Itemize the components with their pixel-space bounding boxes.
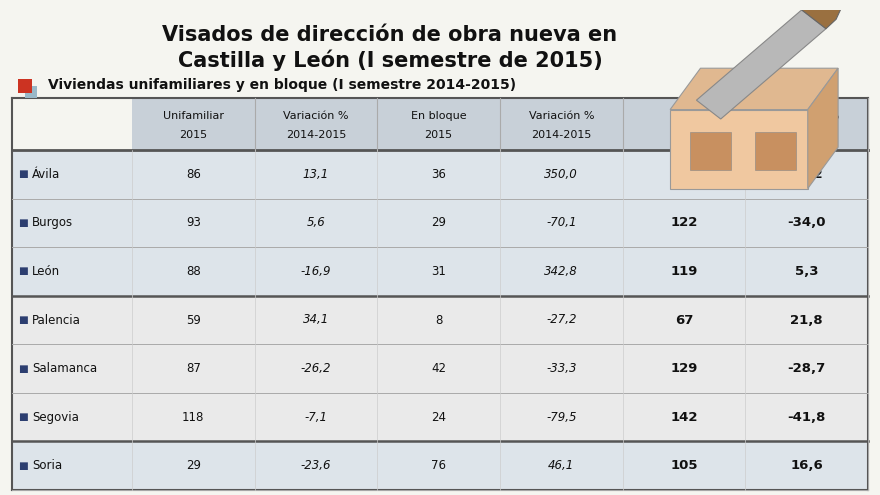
Text: 2015: 2015 <box>425 131 452 141</box>
Bar <box>18 79 32 93</box>
Text: Ávila: Ávila <box>32 168 60 181</box>
Text: 122: 122 <box>671 168 698 181</box>
Text: 59: 59 <box>186 313 201 327</box>
Text: 2014-2015: 2014-2015 <box>532 131 591 141</box>
Bar <box>12 296 868 345</box>
Text: Soria: Soria <box>32 459 62 472</box>
Text: -33,3: -33,3 <box>546 362 576 375</box>
Text: 105: 105 <box>671 459 698 472</box>
Polygon shape <box>808 68 838 189</box>
Text: 36: 36 <box>431 168 446 181</box>
Text: Visados de dirección de obra nueva en: Visados de dirección de obra nueva en <box>163 25 618 45</box>
Text: 76: 76 <box>431 459 446 472</box>
Text: -16,9: -16,9 <box>301 265 331 278</box>
Text: 13,1: 13,1 <box>303 168 329 181</box>
Text: -23,6: -23,6 <box>301 459 331 472</box>
Text: Salamanca: Salamanca <box>32 362 97 375</box>
Polygon shape <box>755 132 796 170</box>
Text: Unifamiliar: Unifamiliar <box>163 111 224 121</box>
Text: Variación %: Variación % <box>774 111 840 121</box>
Text: 24: 24 <box>431 411 446 424</box>
Text: -34,0: -34,0 <box>788 216 826 229</box>
Bar <box>12 198 868 247</box>
Text: 67: 67 <box>675 313 693 327</box>
Text: -79,5: -79,5 <box>546 411 576 424</box>
Polygon shape <box>671 68 838 109</box>
Text: Variación %: Variación % <box>283 111 348 121</box>
Text: 129: 129 <box>671 362 698 375</box>
Text: 45,2: 45,2 <box>790 168 823 181</box>
Text: 93: 93 <box>186 216 201 229</box>
Text: -28,7: -28,7 <box>788 362 825 375</box>
Text: Viviendas unifamiliares y en bloque (I semestre 2014-2015): Viviendas unifamiliares y en bloque (I s… <box>48 78 517 92</box>
Text: 142: 142 <box>671 411 698 424</box>
Text: ■: ■ <box>18 363 28 374</box>
Bar <box>12 442 868 490</box>
Text: Burgos: Burgos <box>32 216 73 229</box>
Text: 5,6: 5,6 <box>306 216 326 229</box>
Text: 342,8: 342,8 <box>545 265 578 278</box>
Text: 2014-2015: 2014-2015 <box>286 131 346 141</box>
Text: 350,0: 350,0 <box>545 168 578 181</box>
Bar <box>12 150 868 198</box>
Polygon shape <box>802 0 842 29</box>
Text: 119: 119 <box>671 265 698 278</box>
Text: 31: 31 <box>431 265 446 278</box>
Text: León: León <box>32 265 60 278</box>
Text: En bloque: En bloque <box>411 111 466 121</box>
Text: Palencia: Palencia <box>32 313 81 327</box>
Text: -7,1: -7,1 <box>304 411 327 424</box>
Text: 87: 87 <box>186 362 201 375</box>
Polygon shape <box>691 132 731 170</box>
Polygon shape <box>696 10 826 119</box>
Text: ■: ■ <box>18 315 28 325</box>
Text: 86: 86 <box>186 168 201 181</box>
Bar <box>12 247 868 296</box>
Text: 2014-2015: 2014-2015 <box>776 131 837 141</box>
Text: Segovia: Segovia <box>32 411 79 424</box>
Text: 29: 29 <box>186 459 201 472</box>
Text: 5,3: 5,3 <box>795 265 818 278</box>
Text: 88: 88 <box>186 265 201 278</box>
Text: Castilla y León (I semestre de 2015): Castilla y León (I semestre de 2015) <box>178 49 603 71</box>
Bar <box>12 345 868 393</box>
Text: ■: ■ <box>18 169 28 179</box>
Text: Total: Total <box>671 111 697 121</box>
Text: 21,8: 21,8 <box>790 313 823 327</box>
Text: 34,1: 34,1 <box>303 313 329 327</box>
Text: ■: ■ <box>18 412 28 422</box>
Text: 122: 122 <box>671 216 698 229</box>
Text: ■: ■ <box>18 266 28 276</box>
Text: -27,2: -27,2 <box>546 313 576 327</box>
Text: Variación %: Variación % <box>529 111 594 121</box>
Text: ■: ■ <box>18 218 28 228</box>
Text: ■: ■ <box>18 461 28 471</box>
Bar <box>132 98 868 150</box>
Bar <box>25 86 37 98</box>
Text: 29: 29 <box>431 216 446 229</box>
Text: 118: 118 <box>182 411 204 424</box>
Text: -70,1: -70,1 <box>546 216 576 229</box>
Bar <box>12 393 868 442</box>
Text: -41,8: -41,8 <box>788 411 825 424</box>
Text: 2015: 2015 <box>670 131 698 141</box>
Text: 8: 8 <box>435 313 443 327</box>
Text: 46,1: 46,1 <box>548 459 575 472</box>
Polygon shape <box>671 109 808 189</box>
Text: 42: 42 <box>431 362 446 375</box>
Text: 16,6: 16,6 <box>790 459 823 472</box>
Text: 2015: 2015 <box>180 131 208 141</box>
Text: -26,2: -26,2 <box>301 362 331 375</box>
